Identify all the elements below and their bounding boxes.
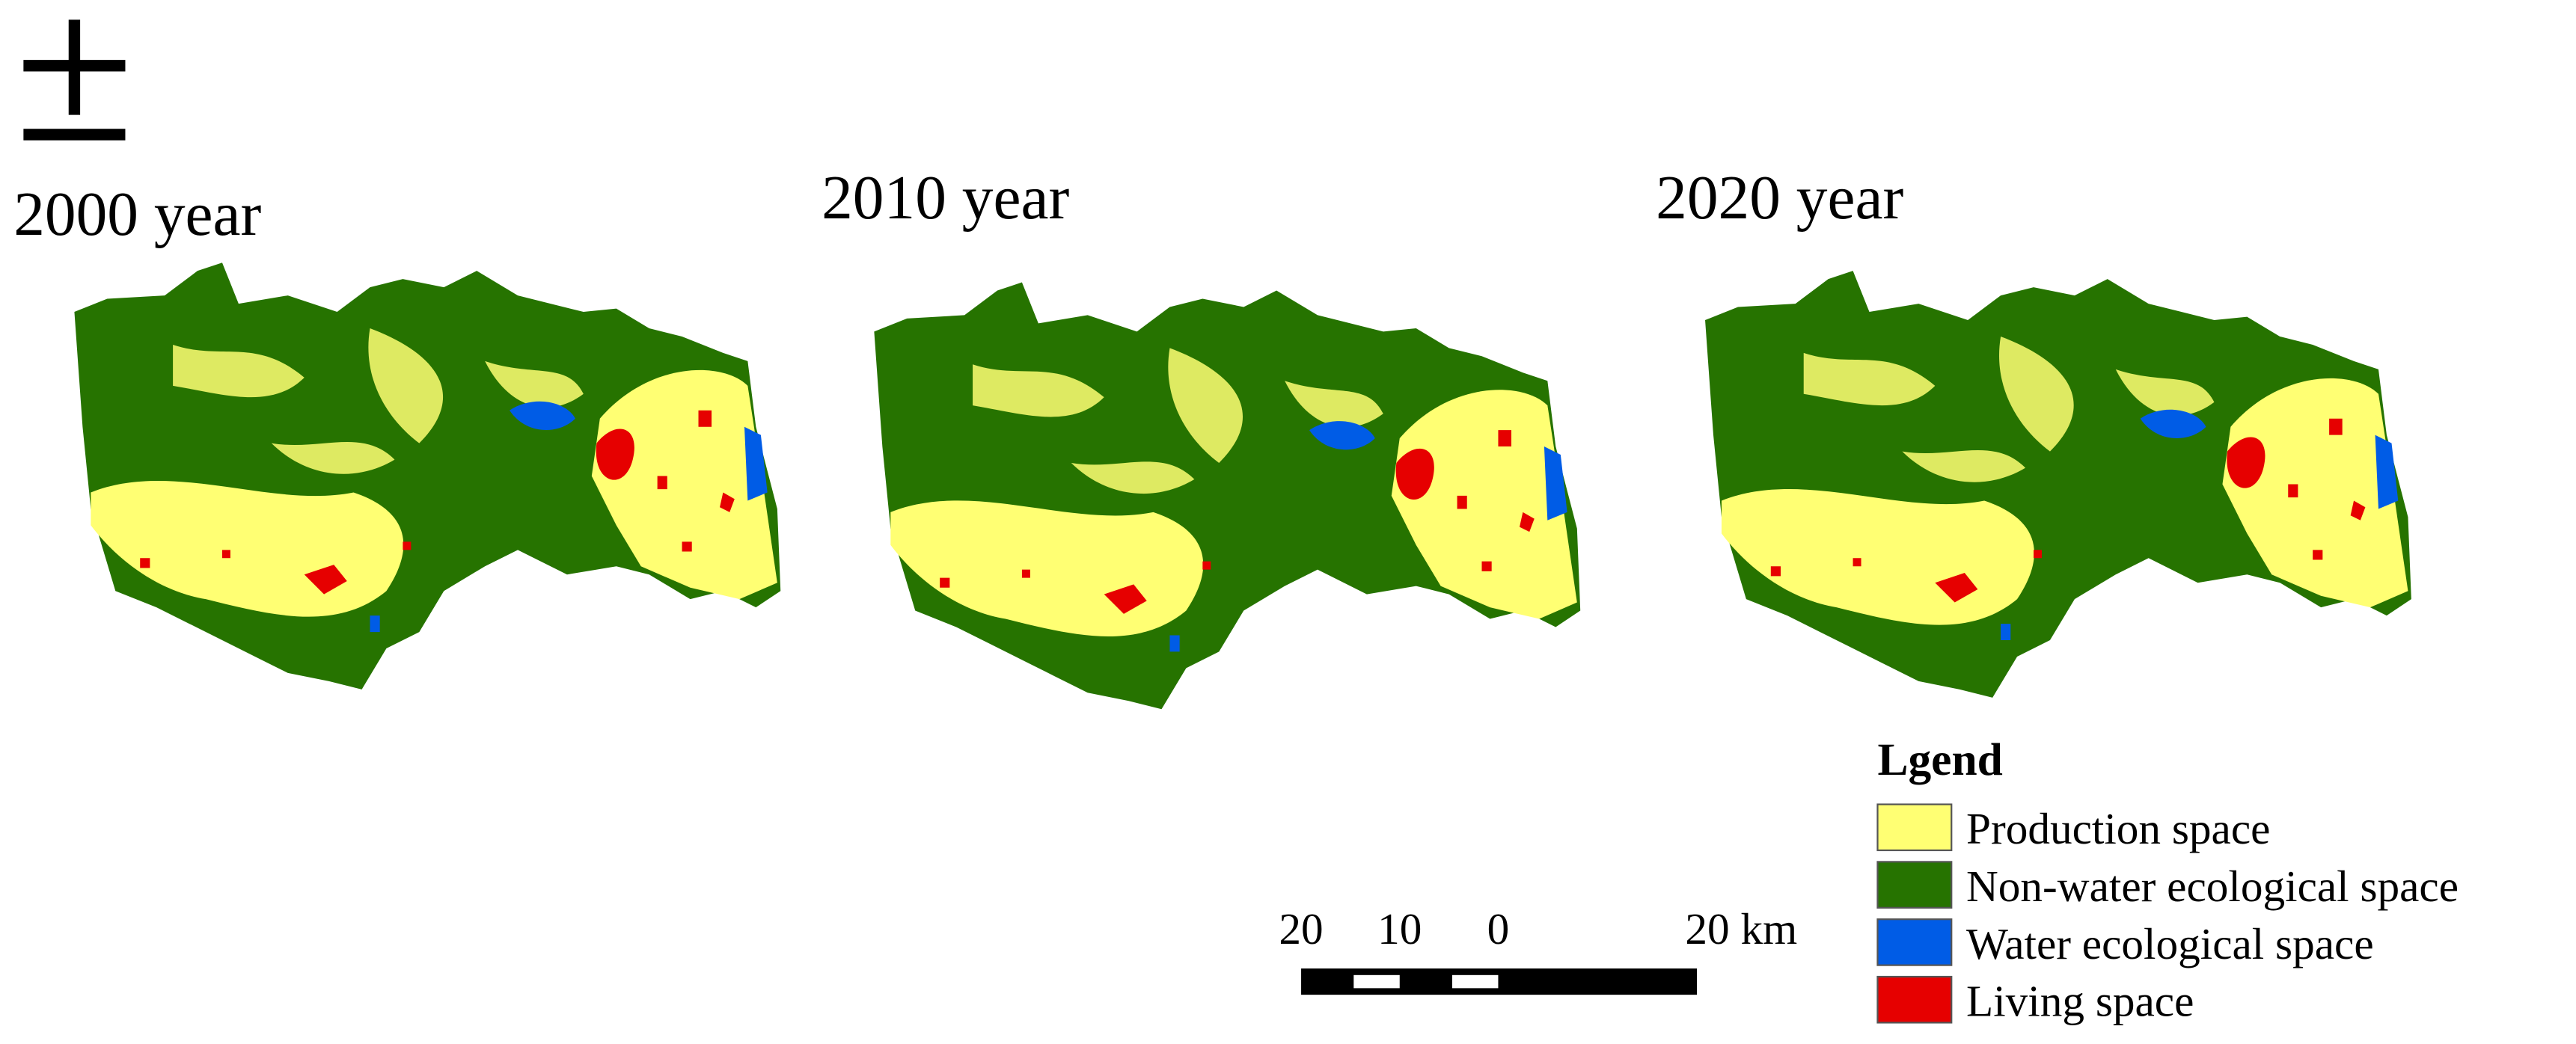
scale-label: 20 <box>1279 904 1323 954</box>
legend: Lgend Production space Non-water ecologic… <box>1876 734 2459 1026</box>
panel-title: 2010 year <box>822 164 1069 233</box>
map-2000 <box>74 262 781 690</box>
scale-label: 20 km <box>1685 904 1797 954</box>
map-2010 <box>874 282 1581 710</box>
panel-title: 2000 year <box>13 180 261 249</box>
legend-label: Water ecological space <box>1966 919 2374 968</box>
legend-swatch <box>1876 918 1953 966</box>
legend-label: Non-water ecological space <box>1966 862 2459 911</box>
map-2020 <box>1705 271 2411 698</box>
panel-title: 2020 year <box>1656 164 1903 233</box>
legend-swatch <box>1876 803 1953 852</box>
legend-title: Lgend <box>1877 734 2002 785</box>
legend-label: Living space <box>1966 977 2194 1026</box>
scale-label: 0 <box>1487 904 1510 954</box>
scale-bar: 20 10 0 20 km <box>1279 904 1797 995</box>
legend-swatch <box>1876 861 1953 909</box>
north-arrow <box>23 19 126 141</box>
legend-label: Production space <box>1966 804 2270 853</box>
legend-swatch <box>1876 975 1953 1024</box>
scale-label: 10 <box>1377 904 1422 954</box>
